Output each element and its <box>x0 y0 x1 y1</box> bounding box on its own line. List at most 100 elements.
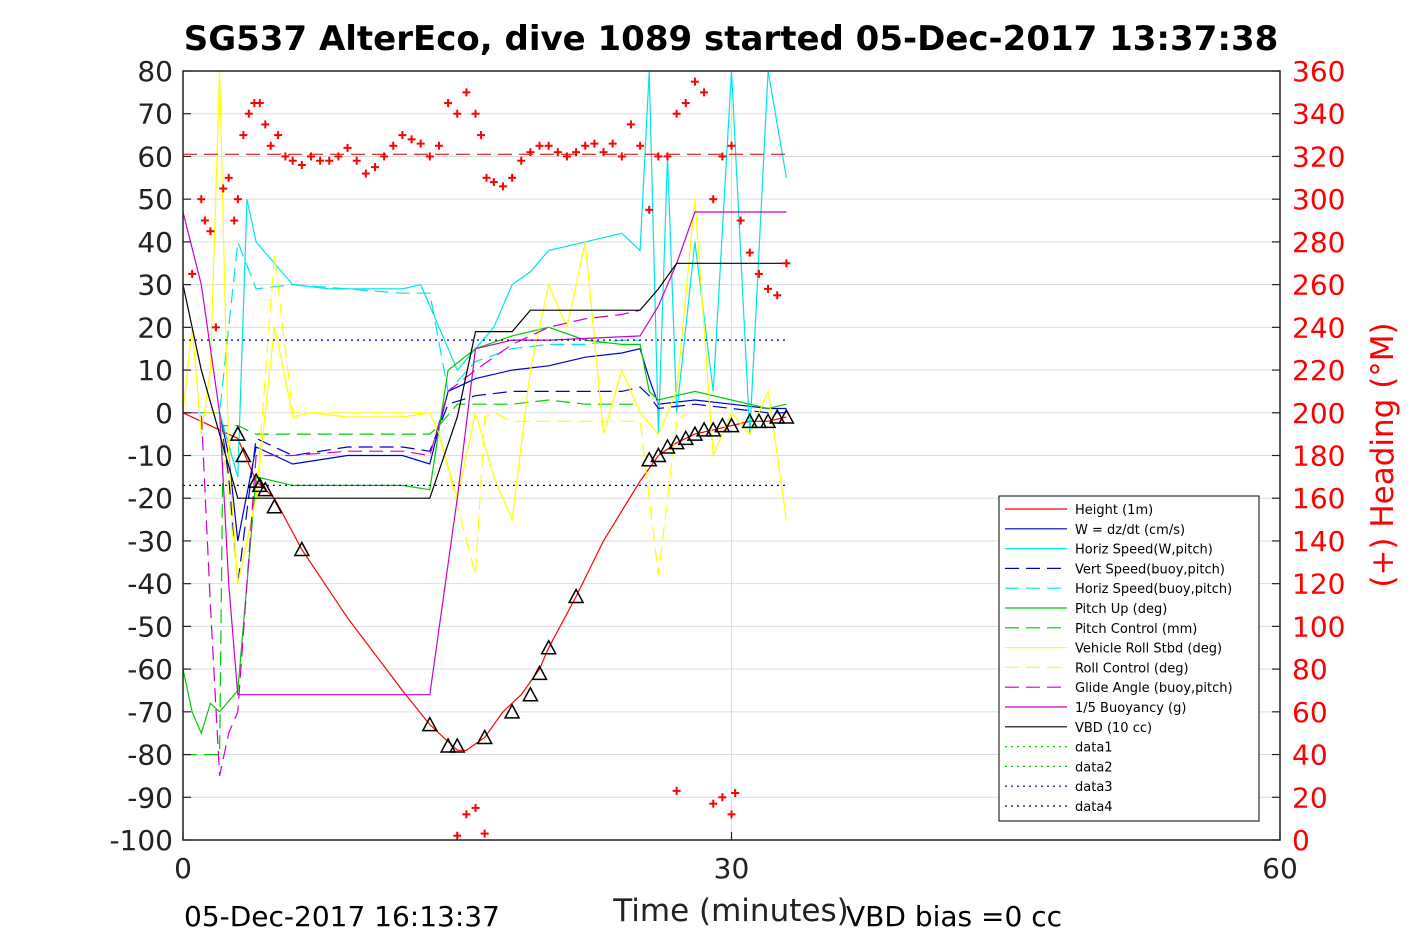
legend-label-9: Glide Angle (buoy,pitch) <box>1075 681 1233 696</box>
heading-point-26 <box>370 163 379 172</box>
heading-point-13 <box>261 120 270 129</box>
legend: Height (1m) W = dz/dt (cm/s) Horiz Speed(W… <box>998 495 1260 822</box>
marker-7 <box>421 716 439 732</box>
marker-17 <box>650 446 667 463</box>
heading-point-10 <box>244 109 253 118</box>
heading-point-67 <box>736 216 745 225</box>
marker-6 <box>293 540 311 557</box>
heading-point-12 <box>255 99 264 108</box>
y-tick-label: 80 <box>137 55 173 88</box>
series-line-0 <box>182 412 787 751</box>
y-tick-label: -90 <box>127 781 173 814</box>
marker-8 <box>439 737 457 753</box>
marker-12 <box>522 686 539 702</box>
heading-point-52 <box>599 148 608 157</box>
y-tick-label: -60 <box>127 653 173 686</box>
marker-30 <box>778 408 795 424</box>
marker-22 <box>695 421 713 437</box>
y2-tick-label: 40 <box>1292 739 1328 772</box>
series-line-2 <box>183 70 787 478</box>
heading-point-22 <box>334 152 343 161</box>
heading-point-48 <box>562 152 571 161</box>
heading-point-56 <box>636 141 645 150</box>
heading-point-32 <box>425 152 434 161</box>
y2-tick-label: 140 <box>1292 525 1345 558</box>
heading-point-15 <box>274 131 283 140</box>
heading-point-42 <box>508 173 517 182</box>
heading-point-45 <box>535 141 544 150</box>
heading-point-55 <box>626 120 635 129</box>
heading-point-2 <box>200 216 209 225</box>
y2-tick-label: 260 <box>1292 269 1345 302</box>
heading-layer <box>183 77 791 840</box>
y-tick-label: -70 <box>127 696 173 729</box>
marker-9 <box>448 737 466 753</box>
legend-label-1: W = dz/dt (cm/s) <box>1075 523 1185 538</box>
y2-tick-label: 280 <box>1292 226 1345 259</box>
legend-label-0: Height (1m) <box>1075 503 1153 518</box>
y-tick-label: 30 <box>137 269 173 302</box>
legend-label-7: Vehicle Roll Stbd (deg) <box>1075 642 1222 657</box>
heading-point-69 <box>754 269 763 278</box>
x-axis-ticks: 0 30 60 <box>174 832 1298 885</box>
marker-2 <box>247 472 265 488</box>
legend-label-14: data3 <box>1075 780 1113 795</box>
heading-point-71 <box>773 291 782 300</box>
series-line-3 <box>183 386 787 584</box>
y-tick-label: -20 <box>127 482 173 515</box>
heading-point-0 <box>188 269 197 278</box>
heading-point-low-5 <box>709 799 718 808</box>
y-tick-label: 40 <box>137 226 173 259</box>
marker-0 <box>229 425 247 441</box>
heading-point-21 <box>325 156 334 165</box>
heading-point-23 <box>343 143 352 152</box>
heading-point-25 <box>361 169 370 178</box>
heading-point-72 <box>782 259 791 268</box>
marker-11 <box>503 703 521 719</box>
heading-point-66 <box>727 141 736 150</box>
heading-point-low-2 <box>471 803 480 812</box>
legend-label-15: data4 <box>1075 800 1113 815</box>
legend-label-5: Pitch Up (deg) <box>1075 602 1167 617</box>
heading-point-16 <box>281 152 290 161</box>
y-tick-label: 20 <box>137 311 173 344</box>
y2-tick-label: 360 <box>1292 55 1345 88</box>
legend-label-4: Horiz Speed(buoy,pitch) <box>1075 582 1232 597</box>
marker-5 <box>266 498 283 514</box>
marker-layer <box>229 408 795 753</box>
y-tick-label: 60 <box>137 140 173 173</box>
legend-label-10: 1/5 Buoyancy (g) <box>1075 701 1186 716</box>
heading-point-6 <box>224 173 233 182</box>
heading-point-31 <box>416 139 425 148</box>
heading-point-low-3 <box>480 829 489 838</box>
heading-point-33 <box>434 141 443 150</box>
heading-point-51 <box>590 139 599 148</box>
heading-point-38 <box>477 131 486 140</box>
heading-point-8 <box>233 195 242 204</box>
legend-label-12: data1 <box>1075 741 1113 756</box>
marker-24 <box>714 417 731 433</box>
heading-point-39 <box>482 173 491 182</box>
marker-27 <box>750 412 768 429</box>
heading-point-18 <box>297 160 306 169</box>
y-tick-label: -10 <box>127 440 173 473</box>
y2-tick-label: 0 <box>1292 824 1310 857</box>
heading-point-19 <box>306 152 315 161</box>
marker-26 <box>741 412 759 429</box>
heading-point-43 <box>517 156 526 165</box>
heading-point-low-6 <box>718 793 727 802</box>
heading-point-65 <box>718 152 727 161</box>
heading-point-60 <box>672 109 681 118</box>
heading-point-44 <box>526 148 535 157</box>
y2-tick-label: 80 <box>1292 653 1328 686</box>
legend-label-8: Roll Control (deg) <box>1075 661 1189 676</box>
heading-point-35 <box>453 109 462 118</box>
heading-point-36 <box>462 88 471 97</box>
x-tick-label: 60 <box>1262 852 1298 885</box>
heading-point-58 <box>654 152 663 161</box>
heading-point-20 <box>316 156 325 165</box>
heading-point-9 <box>239 131 248 140</box>
heading-point-49 <box>572 148 581 157</box>
heading-point-30 <box>407 135 416 144</box>
heading-point-62 <box>690 77 699 86</box>
